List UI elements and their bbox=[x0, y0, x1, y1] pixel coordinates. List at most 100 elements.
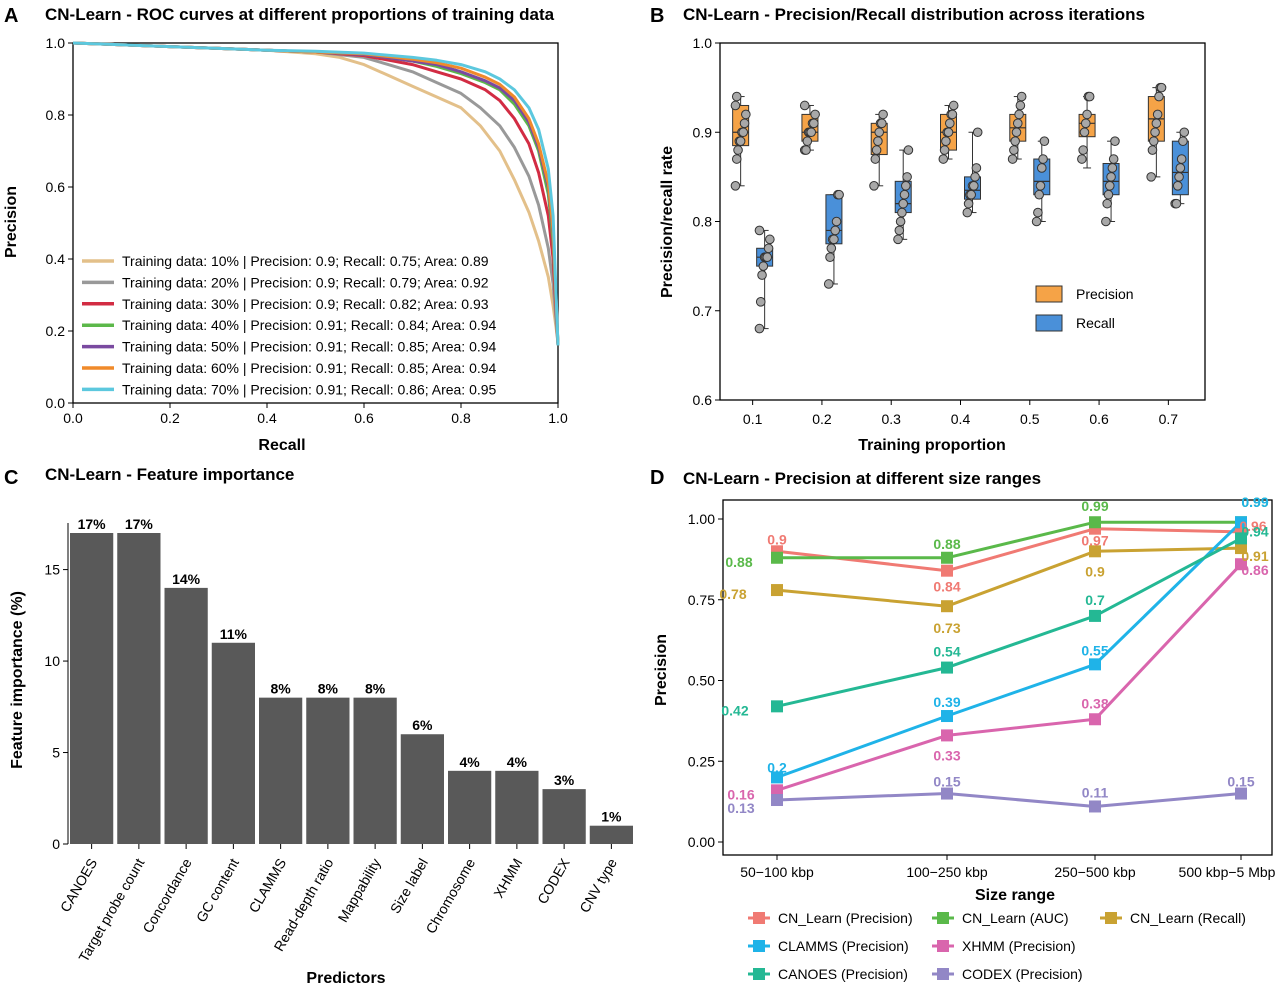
panel-c-value-label: 14% bbox=[172, 571, 201, 587]
panel-b-point bbox=[1179, 127, 1190, 138]
panel-c-value-label: 6% bbox=[412, 717, 433, 733]
panel-d-data-label: 0.88 bbox=[933, 536, 960, 552]
panel-b-point bbox=[765, 234, 775, 245]
panel-b-point bbox=[1078, 145, 1088, 155]
panel-a: A CN-Learn - ROC curves at different pro… bbox=[3, 5, 568, 454]
panel-b-xtick-label: 0.6 bbox=[1089, 411, 1109, 427]
panel-a-xtick-label: 0.8 bbox=[451, 410, 471, 426]
panel-d-point bbox=[941, 564, 953, 577]
panel-d-point bbox=[771, 784, 783, 797]
panel-b-point bbox=[1151, 118, 1162, 129]
panel-b-point bbox=[1176, 154, 1187, 164]
panel-b-xtick-label: 0.2 bbox=[812, 411, 832, 427]
panel-d-series-line bbox=[776, 792, 1242, 808]
panel-b-xlabel: Training proportion bbox=[858, 437, 1006, 454]
panel-b-point bbox=[801, 145, 811, 155]
panel-c-bar bbox=[117, 533, 161, 844]
panel-d-data-label: 0.9 bbox=[1085, 563, 1105, 579]
panel-b-point bbox=[1104, 181, 1115, 191]
panel-b-point bbox=[939, 145, 950, 155]
panel-b-xtick-label: 0.7 bbox=[1159, 411, 1179, 427]
panel-d-data-label: 0.13 bbox=[727, 800, 754, 816]
panel-d-ytick-label: 0.00 bbox=[688, 834, 715, 850]
panel-c-value-label: 17% bbox=[125, 516, 154, 532]
panel-d-point bbox=[1089, 713, 1101, 726]
panel-d-series-line bbox=[776, 521, 1243, 779]
panel-c-title: CN-Learn - Feature importance bbox=[45, 465, 294, 484]
panel-d-ytick-label: 0.25 bbox=[688, 753, 715, 769]
panel-b-point bbox=[799, 100, 810, 111]
panel-b-point bbox=[739, 118, 750, 129]
panel-a-legend-label: Training data: 50% | Precision: 0.91; Re… bbox=[122, 339, 497, 355]
panel-c-xlabel: Predictors bbox=[306, 970, 385, 984]
panel-d-ylabel: Precision bbox=[653, 634, 670, 706]
panel-d-data-label: 0.94 bbox=[1241, 523, 1268, 539]
panel-b-point bbox=[962, 207, 973, 218]
panel-b-point bbox=[806, 127, 817, 138]
panel-c-value-label: 8% bbox=[365, 681, 386, 697]
panel-a-ytick-label: 0.4 bbox=[46, 251, 66, 267]
panel-b-point bbox=[758, 261, 769, 271]
panel-d-legend-label: CN_Learn (AUC) bbox=[962, 910, 1069, 926]
panel-c-bar bbox=[589, 825, 633, 844]
panel-d-series-line bbox=[776, 527, 1242, 573]
panel-b-point bbox=[1077, 154, 1087, 164]
panel-d-point bbox=[1089, 545, 1101, 558]
panel-c-xtick-label: Concordance bbox=[139, 855, 195, 935]
panel-d-point bbox=[941, 600, 953, 613]
panel-d-legend-label: CLAMMS (Precision) bbox=[778, 938, 909, 954]
panel-b-point bbox=[1079, 127, 1090, 138]
panel-b-point bbox=[870, 154, 881, 164]
panel-b-legend-swatch bbox=[1035, 285, 1063, 303]
panel-c-value-label: 8% bbox=[271, 681, 292, 697]
panel-c-bar bbox=[495, 770, 539, 844]
panel-d-legend-label: CANOES (Precision) bbox=[778, 966, 908, 982]
panel-b-point bbox=[1012, 118, 1023, 129]
panel-b-point bbox=[969, 181, 979, 191]
panel-d-data-label: 0.33 bbox=[933, 747, 960, 763]
panel-d-data-label: 0.86 bbox=[1241, 562, 1268, 578]
panel-c-xtick-label: Mappability bbox=[334, 856, 383, 925]
panel-d-point bbox=[771, 584, 783, 597]
panel-c-ytick-label: 15 bbox=[44, 562, 60, 578]
panel-d-legend-marker bbox=[937, 912, 949, 924]
panel-c-xtick-label: CODEX bbox=[534, 855, 573, 907]
panel-d-legend-marker bbox=[753, 912, 765, 924]
panel-b-point bbox=[947, 109, 958, 120]
panel-b-point bbox=[1011, 127, 1022, 138]
panel-c-ytick-label: 5 bbox=[52, 745, 60, 761]
panel-d-legend-marker bbox=[1105, 912, 1117, 924]
panel-c-bar bbox=[353, 697, 397, 844]
panel-b-plot-frame bbox=[719, 42, 1206, 401]
panel-d-point bbox=[1235, 787, 1247, 800]
panel-b-point bbox=[894, 225, 905, 236]
panel-c-xtick-label: CANOES bbox=[57, 856, 100, 915]
panel-a-title: CN-Learn - ROC curves at different propo… bbox=[45, 5, 555, 24]
panel-d-legend-label: CODEX (Precision) bbox=[962, 966, 1083, 982]
panel-b-point bbox=[893, 234, 903, 245]
panel-b-point bbox=[730, 100, 741, 111]
panel-d-data-label: 0.54 bbox=[933, 644, 960, 660]
panel-a-ytick-label: 1.0 bbox=[46, 35, 66, 51]
panel-b-point bbox=[1080, 118, 1091, 129]
panel-d-data-label: 0.99 bbox=[1241, 494, 1268, 510]
panel-b-point bbox=[1108, 154, 1119, 164]
panel-b-xtick-label: 0.1 bbox=[743, 411, 763, 427]
panel-b-point bbox=[869, 181, 879, 191]
panel-a-ytick-label: 0.6 bbox=[46, 179, 66, 195]
panel-d-point bbox=[1089, 658, 1101, 671]
panel-a-xtick-label: 0.0 bbox=[63, 410, 83, 426]
panel-d-data-label: 0.99 bbox=[1081, 498, 1108, 514]
panel-d-data-label: 0.99 bbox=[1241, 494, 1268, 510]
panel-a-xtick-label: 1.0 bbox=[548, 410, 568, 426]
panel-c-value-label: 4% bbox=[507, 754, 528, 770]
panel-b-point bbox=[972, 127, 983, 138]
panel-b-point bbox=[899, 189, 910, 200]
panel-b-xtick-label: 0.4 bbox=[951, 411, 971, 427]
panel-c-bar bbox=[400, 734, 444, 844]
panel-a-xlabel: Recall bbox=[258, 437, 305, 454]
panel-b-point bbox=[1148, 136, 1159, 146]
panel-d-xlabel: Size range bbox=[975, 887, 1055, 904]
panel-a-series-line bbox=[72, 41, 560, 346]
